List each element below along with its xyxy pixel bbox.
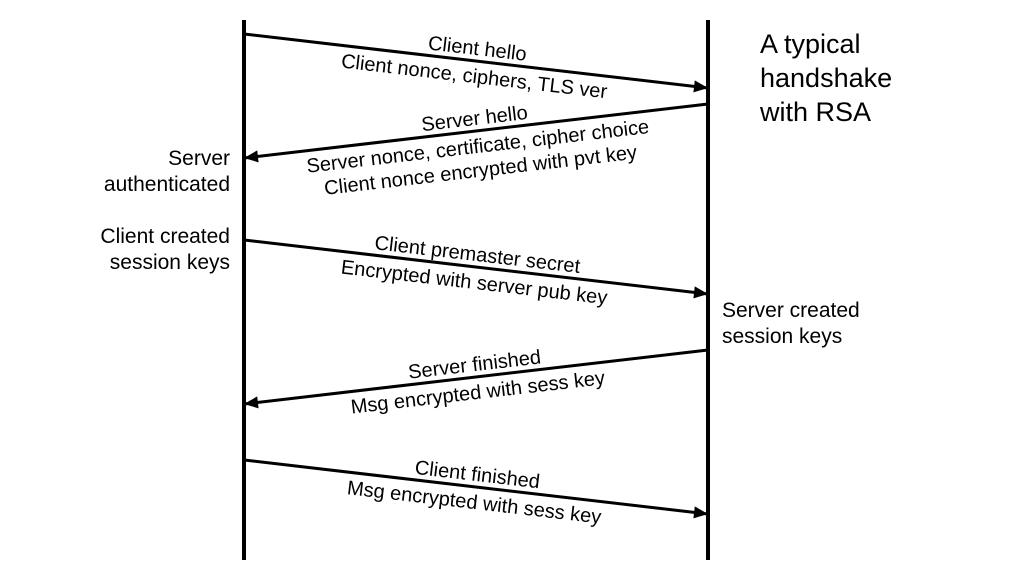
title-line-1: A typical: [760, 28, 892, 62]
side-label-2: Server createdsession keys: [722, 298, 860, 351]
title-line-3: with RSA: [760, 96, 892, 130]
side-label-0: Serverauthenticated: [104, 146, 230, 199]
message-3: Server finishedMsg encrypted with sess k…: [244, 346, 708, 418]
message-1: Server helloServer nonce, certificate, c…: [244, 102, 708, 200]
title-line-2: handshake: [760, 62, 892, 96]
message-0: Client helloClient nonce, ciphers, TLS v…: [244, 32, 708, 103]
message-2: Client premaster secretEncrypted with se…: [244, 232, 708, 309]
message-4: Client finishedMsg encrypted with sess k…: [244, 457, 708, 529]
side-label-1: Client createdsession keys: [100, 224, 230, 277]
diagram-title: A typical handshake with RSA: [760, 28, 892, 129]
